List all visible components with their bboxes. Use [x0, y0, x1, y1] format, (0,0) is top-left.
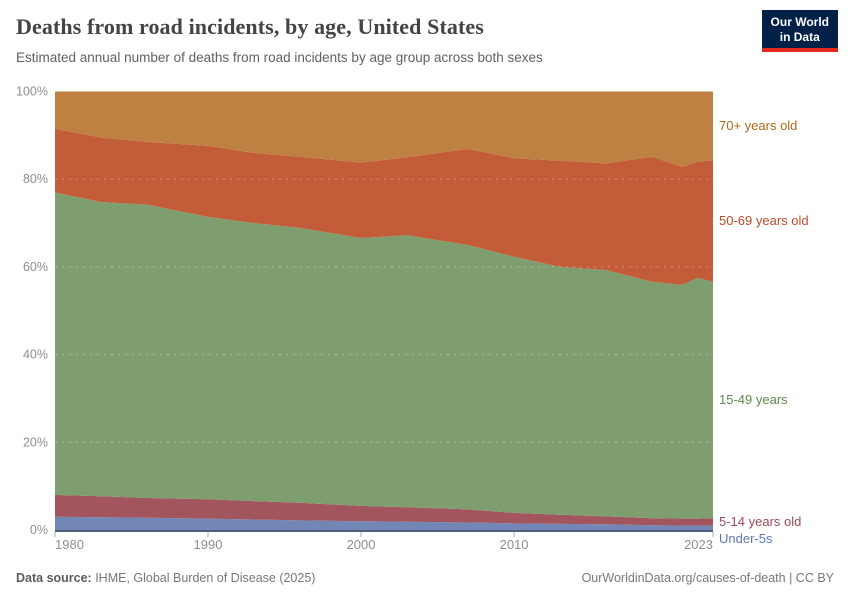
x-tick-label-2010: 2010 — [500, 537, 529, 552]
owid-logo[interactable]: Our World in Data — [761, 10, 838, 53]
series-label-50-69[interactable]: 50-69 years old — [719, 213, 809, 228]
y-tick-label-40: 40% — [23, 348, 48, 362]
x-tick-label-2000: 2000 — [347, 537, 376, 552]
area-70-plus[interactable] — [55, 91, 713, 167]
data-source-label: Data source: — [16, 571, 92, 585]
series-label-under-5s[interactable]: Under-5s — [719, 531, 773, 546]
y-tick-label-0: 0% — [30, 523, 48, 537]
area-under-5s[interactable] — [55, 516, 713, 530]
owid-logo-line2: in Data — [779, 29, 820, 44]
y-tick-label-20: 20% — [23, 435, 48, 449]
x-tick-label-1980: 1980 — [55, 537, 84, 552]
owid-logo-line1: Our World — [770, 15, 829, 29]
area-50-69[interactable] — [55, 128, 713, 285]
y-tick-label-60: 60% — [23, 260, 48, 274]
series-label-5-14[interactable]: 5-14 years old — [719, 514, 801, 529]
y-tick-label-80: 80% — [23, 172, 48, 186]
page-title: Deaths from road incidents, by age, Unit… — [16, 14, 484, 39]
x-tick-label-1990: 1990 — [194, 537, 223, 552]
owid-citation-link[interactable]: OurWorldinData.org/causes-of-death | CC … — [581, 571, 834, 585]
data-source-note: Data source: IHME, Global Burden of Dise… — [16, 571, 315, 585]
y-tick-label-100: 100% — [16, 85, 48, 99]
data-source-text: IHME, Global Burden of Disease (2025) — [91, 571, 316, 585]
series-label-15-49[interactable]: 15-49 years — [719, 392, 788, 407]
chart-subtitle: Estimated annual number of deaths from r… — [16, 50, 543, 65]
series-label-70-plus[interactable]: 70+ years old — [719, 118, 797, 133]
x-tick-label-2023: 2023 — [684, 537, 713, 552]
area-5-14[interactable] — [55, 494, 713, 526]
area-15-49[interactable] — [55, 192, 713, 519]
